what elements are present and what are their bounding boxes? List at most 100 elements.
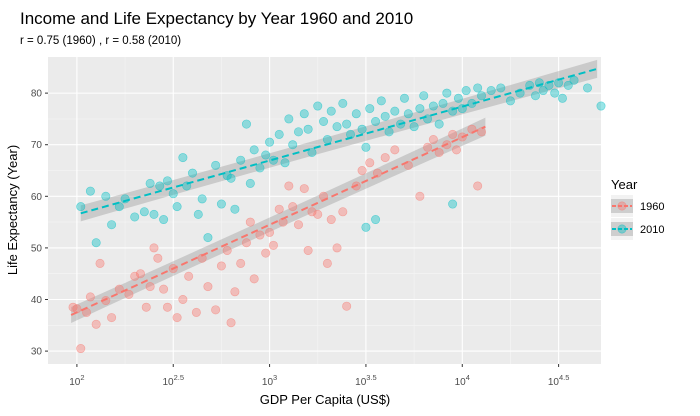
data-point-2010	[145, 178, 155, 188]
legend-label-2010: 2010	[640, 224, 664, 236]
data-point-2010	[486, 86, 496, 96]
data-point-2010	[326, 106, 336, 116]
data-point-1960	[380, 153, 390, 163]
data-point-1960	[322, 258, 332, 268]
y-tick-label: 40	[31, 295, 43, 306]
data-point-2010	[376, 96, 386, 106]
y-axis-title: Life Expectancy (Year)	[5, 145, 20, 275]
data-point-1960	[477, 127, 487, 137]
data-point-2010	[236, 155, 246, 165]
data-point-1960	[124, 289, 134, 299]
data-point-2010	[274, 129, 284, 139]
data-point-2010	[442, 88, 452, 98]
plot-panel	[48, 57, 601, 364]
y-tick-label: 80	[31, 89, 43, 100]
data-point-2010	[365, 104, 375, 114]
data-point-1960	[141, 302, 151, 312]
data-point-2010	[293, 127, 303, 137]
chart-title: Income and Life Expectancy by Year 1960 …	[20, 9, 413, 28]
data-point-1960	[91, 319, 101, 329]
data-point-2010	[139, 207, 149, 217]
chart-subtitle: r = 0.75 (1960) , r = 0.58 (2010)	[20, 35, 181, 47]
data-point-1960	[268, 240, 278, 250]
data-point-2010	[172, 202, 182, 212]
confidence-band-1960	[71, 117, 486, 323]
data-point-1960	[288, 202, 298, 212]
data-point-2010	[409, 122, 419, 132]
data-point-2010	[428, 101, 438, 111]
data-point-1960	[261, 248, 271, 258]
data-point-2010	[415, 104, 425, 114]
data-point-1960	[245, 217, 255, 227]
data-point-2010	[307, 147, 317, 157]
data-point-1960	[365, 158, 375, 168]
data-point-1960	[191, 307, 201, 317]
data-point-1960	[135, 269, 145, 279]
data-point-1960	[303, 245, 313, 255]
data-point-2010	[245, 178, 255, 188]
data-point-2010	[299, 109, 309, 119]
data-point-2010	[448, 199, 458, 209]
data-point-2010	[361, 222, 371, 232]
data-point-2010	[569, 75, 579, 85]
data-point-1960	[423, 142, 433, 152]
data-point-2010	[544, 80, 554, 90]
data-point-2010	[530, 91, 540, 101]
legend-key-point-1960	[617, 201, 627, 211]
data-point-1960	[107, 313, 117, 323]
data-point-1960	[211, 305, 221, 315]
legend-key-point-2010	[617, 224, 627, 234]
data-point-2010	[162, 176, 172, 186]
y-tick-label: 30	[31, 347, 43, 358]
data-point-1960	[95, 258, 105, 268]
data-point-2010	[303, 124, 313, 134]
data-point-1960	[473, 181, 483, 191]
data-point-2010	[461, 86, 471, 96]
fit-line-1960	[70, 125, 486, 316]
data-point-2010	[496, 83, 506, 93]
data-point-1960	[76, 344, 86, 354]
data-point-2010	[91, 238, 101, 248]
data-point-2010	[357, 124, 367, 134]
data-point-1960	[255, 230, 265, 240]
data-point-1960	[178, 295, 188, 305]
data-point-1960	[326, 215, 336, 225]
data-point-2010	[159, 215, 169, 225]
data-point-2010	[241, 119, 251, 129]
x-tick-label: 102.5	[162, 373, 184, 388]
data-point-2010	[178, 153, 188, 163]
fit-line-2010	[80, 67, 598, 215]
data-point-2010	[230, 204, 240, 214]
y-tick-label: 50	[31, 243, 43, 254]
data-point-2010	[557, 93, 567, 103]
data-point-1960	[338, 207, 348, 217]
data-point-1960	[357, 166, 367, 176]
data-point-1960	[85, 292, 95, 302]
data-point-1960	[332, 243, 342, 253]
data-point-2010	[249, 145, 259, 155]
data-point-1960	[230, 287, 240, 297]
data-point-2010	[403, 109, 413, 119]
data-point-2010	[390, 106, 400, 116]
y-tick-label: 70	[31, 140, 43, 151]
data-point-2010	[338, 98, 348, 108]
data-point-2010	[288, 140, 298, 150]
x-tick-label: 102	[69, 373, 84, 388]
data-point-2010	[371, 215, 381, 225]
data-point-2010	[563, 80, 573, 90]
data-point-2010	[319, 116, 329, 126]
data-point-2010	[438, 98, 448, 108]
data-point-2010	[538, 86, 548, 96]
data-point-2010	[226, 173, 236, 183]
data-points	[68, 75, 606, 354]
data-point-1960	[293, 220, 303, 230]
data-point-1960	[415, 191, 425, 201]
data-point-2010	[384, 127, 394, 137]
data-point-1960	[159, 284, 169, 294]
data-point-2010	[280, 158, 290, 168]
data-point-1960	[434, 147, 444, 157]
data-point-1960	[149, 243, 159, 253]
data-point-2010	[265, 137, 275, 147]
data-point-2010	[101, 191, 111, 201]
